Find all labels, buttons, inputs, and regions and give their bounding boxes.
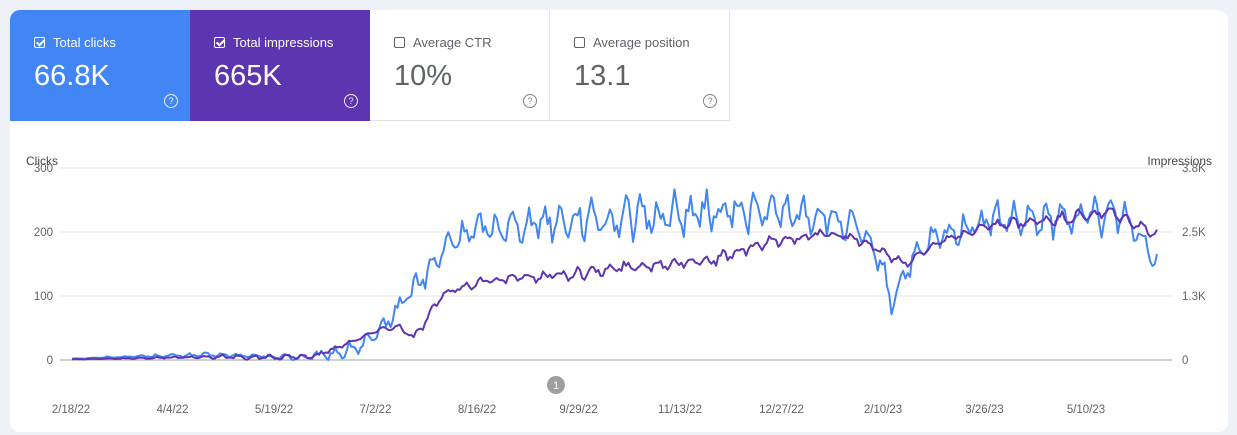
left-axis-title: Clicks xyxy=(26,154,58,168)
x-tick-label: 2/18/22 xyxy=(52,404,90,416)
x-axis-ticks: 2/18/22 4/4/22 5/19/22 7/2/22 8/16/22 9/29/22… xyxy=(52,404,1105,416)
total-clicks-checkbox[interactable] xyxy=(34,37,45,48)
total-impressions-label: Total impressions xyxy=(233,35,334,50)
total-clicks-label: Total clicks xyxy=(53,35,116,50)
y-right-tick-label: 3.8K xyxy=(1182,163,1206,175)
total-impressions-card[interactable]: Total impressions 665K ? xyxy=(190,10,370,121)
total-clicks-card[interactable]: Total clicks 66.8K ? xyxy=(10,10,190,121)
average-position-label: Average position xyxy=(593,35,690,50)
chart-lines xyxy=(71,188,1158,361)
y-left-tick-label: 0 xyxy=(47,355,53,367)
performance-card: Total clicks 66.8K ? Total impressions 6… xyxy=(10,10,1228,432)
total-clicks-value: 66.8K xyxy=(34,60,110,92)
right-axis-ticks: 3.8K 2.5K 1.3K 0 xyxy=(1182,163,1206,367)
x-tick-label: 3/26/23 xyxy=(965,404,1003,416)
series-line-total-clicks xyxy=(71,188,1158,361)
average-position-checkbox[interactable] xyxy=(574,37,585,48)
right-axis-title: Impressions xyxy=(1147,154,1212,168)
y-left-tick-label: 100 xyxy=(34,291,53,303)
x-tick-label: 7/2/22 xyxy=(360,404,392,416)
total-impressions-value: 665K xyxy=(214,60,282,92)
y-right-tick-label: 2.5K xyxy=(1182,227,1206,239)
x-tick-label: 11/13/22 xyxy=(658,404,702,416)
average-ctr-label: Average CTR xyxy=(413,35,492,50)
average-ctr-value: 10% xyxy=(394,60,453,92)
average-ctr-card[interactable]: Average CTR 10% ? xyxy=(370,10,550,121)
y-left-tick-label: 300 xyxy=(34,163,53,175)
average-position-card[interactable]: Average position 13.1 ? xyxy=(550,10,730,121)
left-axis-ticks: 300 200 100 0 xyxy=(34,163,53,367)
series-line-total-impressions xyxy=(71,207,1158,361)
help-icon[interactable]: ? xyxy=(164,94,178,108)
x-tick-label: 9/29/22 xyxy=(559,404,597,416)
help-icon[interactable]: ? xyxy=(703,94,717,108)
average-position-value: 13.1 xyxy=(574,60,631,92)
x-tick-label: 4/4/22 xyxy=(157,404,189,416)
help-icon[interactable]: ? xyxy=(523,94,537,108)
x-tick-label: 8/16/22 xyxy=(458,404,496,416)
x-tick-label: 12/27/22 xyxy=(759,404,804,416)
y-left-tick-label: 200 xyxy=(34,227,53,239)
metric-cards: Total clicks 66.8K ? Total impressions 6… xyxy=(10,10,730,121)
average-ctr-checkbox[interactable] xyxy=(394,37,405,48)
x-tick-label: 5/10/23 xyxy=(1067,404,1105,416)
total-impressions-checkbox[interactable] xyxy=(214,37,225,48)
performance-chart: Clicks Impressions 300 200 100 0 3.8K 2.5K 1.… xyxy=(26,154,1212,416)
y-right-tick-label: 0 xyxy=(1182,355,1188,367)
annotation-circle[interactable] xyxy=(547,376,565,394)
gridlines xyxy=(60,167,1172,361)
help-icon[interactable]: ? xyxy=(344,94,358,108)
x-tick-label: 5/19/22 xyxy=(255,404,293,416)
annotation-marker[interactable]: 1 xyxy=(547,376,565,394)
y-right-tick-label: 1.3K xyxy=(1182,291,1206,303)
annotation-label: 1 xyxy=(553,380,559,392)
x-tick-label: 2/10/23 xyxy=(864,404,902,416)
